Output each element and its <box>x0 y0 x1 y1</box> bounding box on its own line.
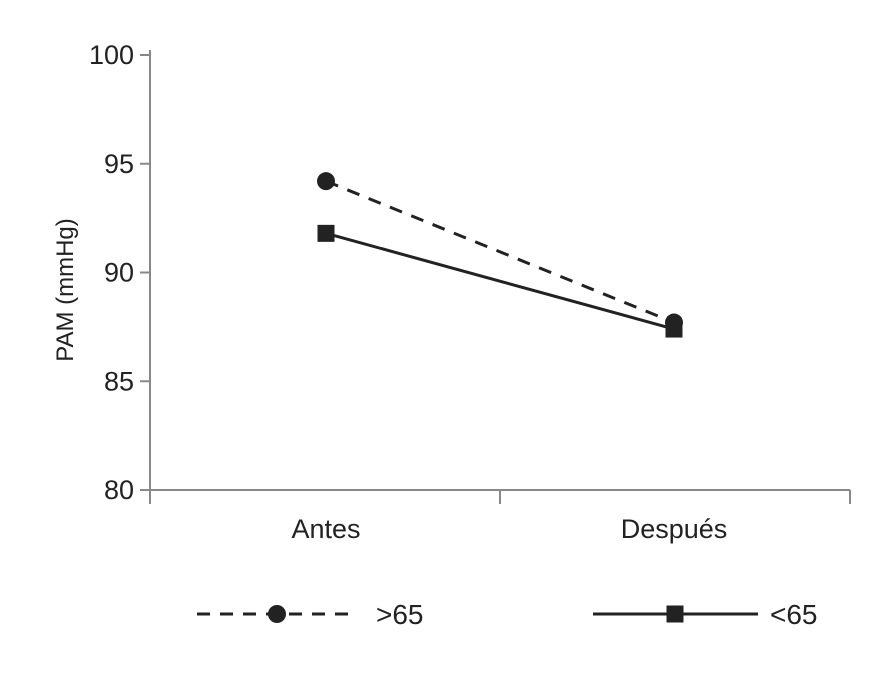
y-tick-label: 85 <box>104 366 134 396</box>
legend-marker-circle <box>268 605 286 623</box>
series-layer <box>317 172 683 338</box>
data-point-square <box>665 320 683 338</box>
y-axis-title: PAM (mmHg) <box>52 218 79 362</box>
y-tick-label: 100 <box>89 40 134 70</box>
x-tick-label: Después <box>621 514 728 544</box>
series-over-65 <box>317 172 683 332</box>
legend-marker-square <box>666 605 684 623</box>
legend-item: >65 <box>197 599 424 630</box>
legend-label: <65 <box>770 599 818 630</box>
series-under-65 <box>317 224 683 338</box>
y-tick-label: 80 <box>104 475 134 505</box>
axes <box>149 50 850 491</box>
x-tick-label: Antes <box>291 514 360 544</box>
y-ticks: 80 85 90 95 100 <box>89 40 150 505</box>
data-point-square <box>317 224 335 242</box>
legend-label: >65 <box>376 599 424 630</box>
legend: >65 <65 <box>197 599 818 630</box>
legend-item: <65 <box>593 599 818 630</box>
x-ticks: Antes Después <box>149 490 851 544</box>
y-tick-label: 95 <box>104 149 134 179</box>
y-tick-label: 90 <box>104 258 134 288</box>
series-line <box>325 179 675 324</box>
series-line <box>325 231 675 331</box>
data-point-circle <box>317 172 335 191</box>
